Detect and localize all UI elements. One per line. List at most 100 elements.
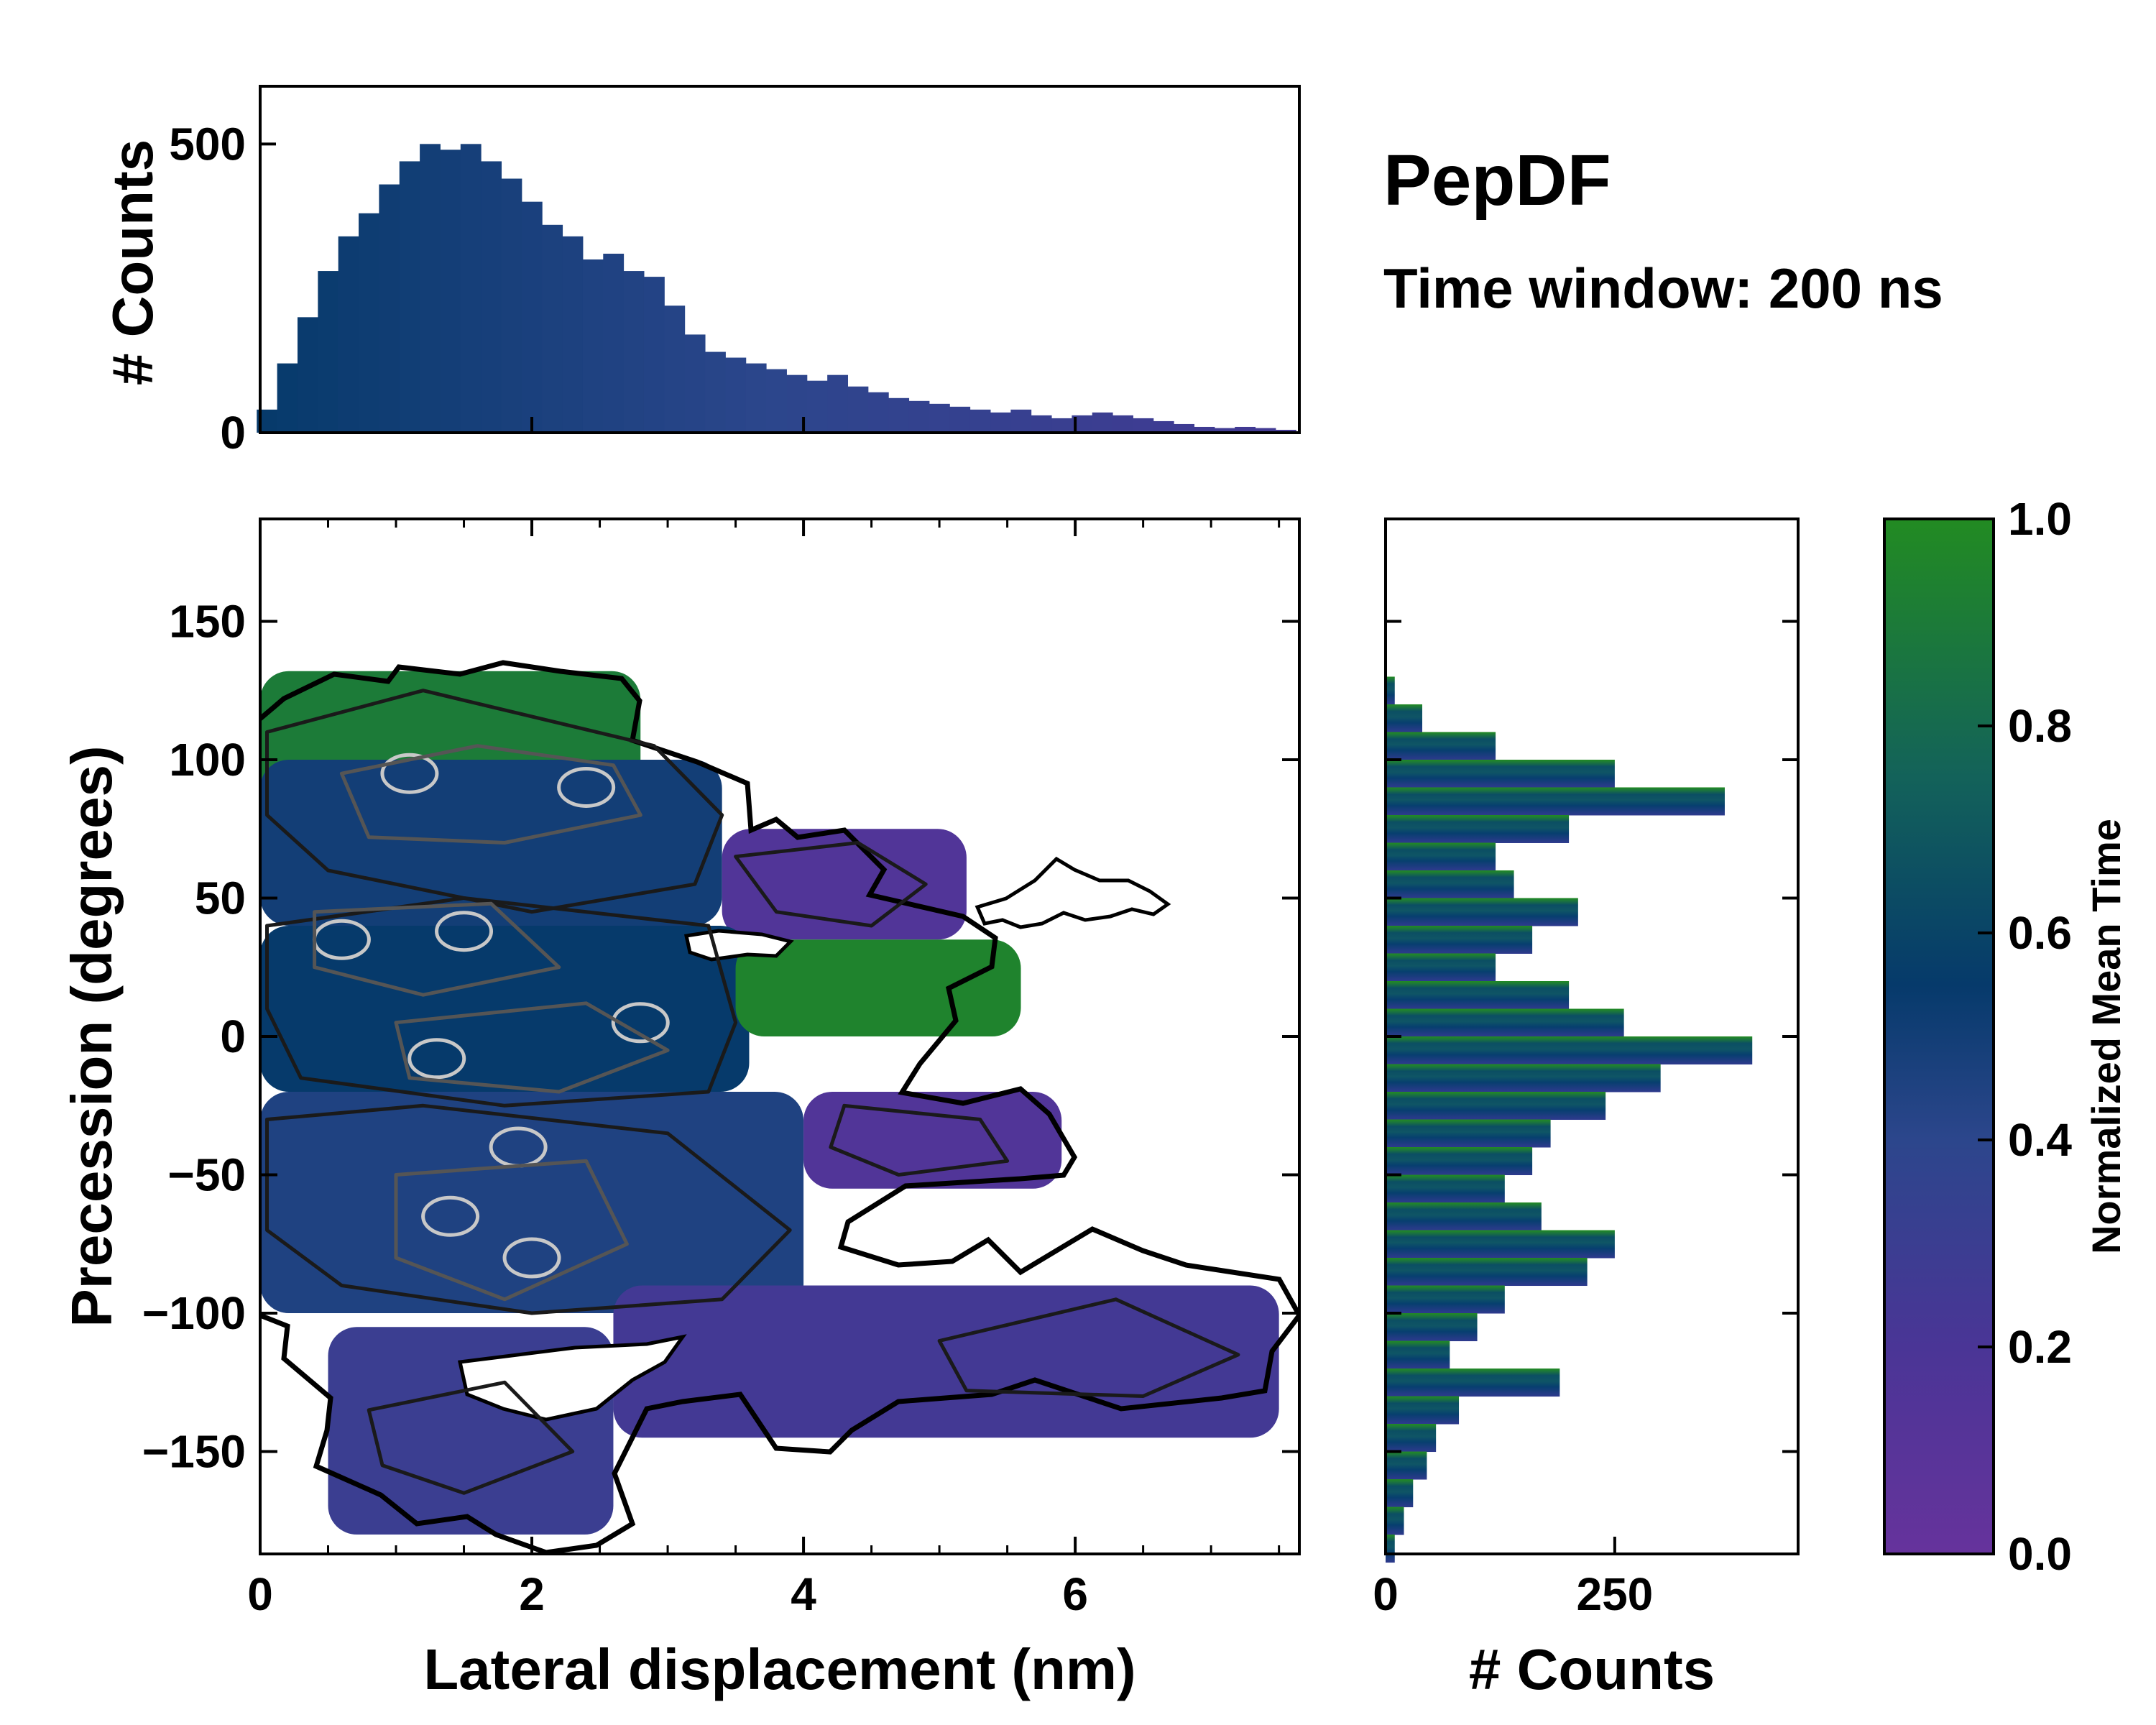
right-histogram-bar <box>1386 814 1570 843</box>
right-histogram-bars <box>1386 676 1753 1563</box>
heatmap-region-bottom-right-arm <box>613 1285 1279 1438</box>
top-histogram-bar <box>542 224 563 433</box>
density-contour <box>829 1103 1010 1177</box>
right-histogram-bar <box>1386 1258 1588 1287</box>
right-histogram-bar <box>1386 898 1578 926</box>
heatmap-region-lower-band <box>260 1092 804 1314</box>
right-histogram-bar <box>1386 1147 1533 1176</box>
density-contour <box>265 689 724 914</box>
heatmap-ylabel: Precession (degrees) <box>60 745 124 1327</box>
density-peak <box>421 1195 480 1237</box>
colorbar-tick-label: 1.0 <box>2008 493 2072 545</box>
top-histogram-bar <box>420 144 441 433</box>
heatmap-outer-contour <box>260 660 1299 1554</box>
top-histogram-bar <box>929 403 950 433</box>
right-histogram-bar <box>1386 1092 1606 1121</box>
right-histogram: 0 250 # Counts <box>1373 518 1800 1701</box>
density-peak <box>407 1038 466 1080</box>
top-histogram-bar <box>399 161 420 433</box>
top-histogram-bar <box>297 317 318 433</box>
right-histogram-bar <box>1386 787 1725 816</box>
heatmap-ytick-label: 100 <box>169 734 246 786</box>
top-histogram-bar <box>379 184 400 433</box>
colorbar-tick-label: 0.4 <box>2008 1114 2072 1166</box>
heatmap-ytick-label: −50 <box>167 1149 246 1201</box>
top-histogram-bar <box>1275 429 1296 433</box>
top-histogram-bar <box>460 144 482 433</box>
top-histogram-bar <box>725 357 747 433</box>
heatmap-ytick-label: 150 <box>169 595 246 647</box>
top-histogram-bar <box>664 305 686 433</box>
top-histogram-bar <box>684 334 706 433</box>
top-histogram-ylabel: # Counts <box>101 139 165 385</box>
right-histogram-bar <box>1386 1451 1427 1480</box>
heatmap-xtick-label: 6 <box>1062 1568 1088 1620</box>
right-histogram-ticks: 0 250 <box>1373 620 1798 1620</box>
heatmap-inner-gap <box>457 1334 687 1422</box>
top-histogram-bar <box>1153 420 1174 433</box>
right-histogram-bar <box>1386 1008 1624 1037</box>
right-histogram-bar <box>1386 1064 1661 1092</box>
colorbar-tick-label: 0.8 <box>2008 700 2072 752</box>
right-histogram-bar <box>1386 842 1496 871</box>
top-histogram-bar <box>1235 426 1256 433</box>
heatmap-xtick-label: 2 <box>519 1568 545 1620</box>
heatmap-ytick-label: 0 <box>220 1011 246 1062</box>
right-histogram-bar <box>1386 1313 1478 1342</box>
top-histogram-bar <box>623 271 645 433</box>
heatmap-ytick-label: −150 <box>142 1426 246 1478</box>
right-histogram-bar <box>1386 1535 1395 1563</box>
right-histogram-bar <box>1386 1368 1560 1397</box>
right-histogram-bar <box>1386 1479 1414 1508</box>
top-histogram-bar <box>745 363 767 433</box>
plot-subtitle: Time window: 200 ns <box>1383 257 1943 320</box>
empty-region-outline <box>975 856 1171 929</box>
right-histogram-bar <box>1386 1230 1615 1259</box>
density-peak <box>435 911 494 952</box>
right-histogram-bar <box>1386 676 1395 705</box>
density-contour <box>937 1297 1240 1398</box>
heatmap-xtick-label: 4 <box>791 1568 816 1620</box>
top-ytick-label: 0 <box>220 407 246 459</box>
density-contours <box>265 689 1240 1495</box>
top-histogram-bar <box>969 409 991 433</box>
heatmap-ytick-label: −100 <box>142 1287 246 1339</box>
right-histogram-bar <box>1386 732 1496 760</box>
heatmap-region-lower-right-arm <box>803 1092 1062 1189</box>
right-histogram-bar <box>1386 759 1615 788</box>
top-histogram-bar <box>440 150 461 433</box>
top-histogram-bar <box>1214 428 1235 433</box>
density-contour <box>339 744 642 845</box>
right-histogram-bar <box>1386 980 1570 1009</box>
top-histogram-frame <box>259 85 1301 434</box>
right-xtick-label: 0 <box>1373 1568 1399 1620</box>
top-histogram-bar <box>806 380 828 433</box>
density-contour <box>265 896 738 1108</box>
right-xtick-label: 250 <box>1576 1568 1653 1620</box>
density-peak <box>557 766 616 808</box>
top-histogram-bar <box>338 236 359 433</box>
right-histogram-bar <box>1386 1285 1505 1314</box>
right-histogram-bar <box>1386 1119 1551 1148</box>
top-histogram-bar <box>562 236 584 433</box>
density-peak <box>611 1002 670 1044</box>
top-histogram-bar <box>766 369 787 433</box>
top-histogram-bar <box>1255 428 1276 433</box>
density-contour <box>367 1380 575 1495</box>
density-peak <box>502 1237 561 1279</box>
density-peaks <box>312 753 670 1279</box>
top-histogram-ticks: 0 500 <box>169 118 1077 459</box>
top-histogram-bar <box>1051 418 1072 433</box>
colorbar: 0.0 0.2 0.4 0.6 0.8 1.0 Normalized Mean Time <box>1883 493 2129 1580</box>
right-histogram-bar <box>1386 1174 1505 1203</box>
right-histogram-bar <box>1386 1424 1437 1453</box>
heatmap-region-middle-band <box>260 925 750 1092</box>
top-histogram-bar <box>908 400 930 433</box>
right-histogram-bar <box>1386 704 1423 732</box>
density-contour <box>313 901 561 997</box>
right-histogram-bar <box>1386 953 1496 982</box>
top-histogram-bar <box>1112 415 1133 433</box>
top-histogram-bar <box>949 406 971 433</box>
top-histogram-bar <box>1194 426 1215 433</box>
